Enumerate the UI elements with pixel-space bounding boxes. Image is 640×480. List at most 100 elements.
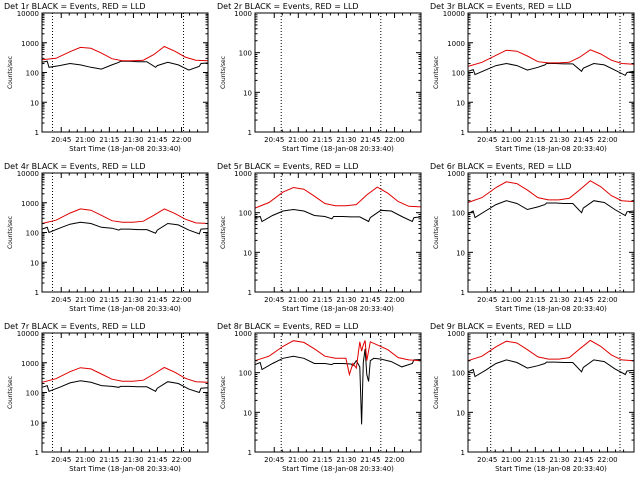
y-axis-label: Counts/sec <box>433 216 440 249</box>
x-tick-label: 22:00 <box>384 296 404 304</box>
x-tick-label: 22:00 <box>171 136 191 144</box>
x-tick-label: 21:15 <box>312 296 332 304</box>
x-axis-label: Start Time (18-Jan-08 20:33:40) <box>495 145 607 153</box>
y-tick-label: 1000 <box>21 360 39 368</box>
series-line-events <box>254 208 422 223</box>
x-axis-label: Start Time (18-Jan-08 20:33:40) <box>495 305 607 313</box>
panel-title: Det 1r BLACK = Events, RED = LLD <box>4 2 146 11</box>
series-line-lld <box>41 366 209 383</box>
y-tick-label: 10 <box>456 409 465 417</box>
x-tick-label: 21:00 <box>501 296 521 304</box>
series-line-events <box>41 380 209 394</box>
y-tick-label: 1 <box>35 289 39 297</box>
panel-det-1: Det 1r BLACK = Events, RED = LLD 1 10 100 10… <box>4 2 209 153</box>
panel-title: Det 7r BLACK = Events, RED = LLD <box>4 322 146 331</box>
plot-frame <box>41 12 209 133</box>
plot-frame <box>254 332 422 453</box>
plot-frame <box>467 12 635 133</box>
panel-det-3: Det 3r BLACK = Events, RED = LLD 1 10 100 10… <box>430 2 635 153</box>
y-tick-label: 10000 <box>17 10 39 18</box>
series-line-events <box>41 221 209 235</box>
y-tick-label: 10000 <box>17 170 39 178</box>
x-tick-label: 21:45 <box>360 136 380 144</box>
series-line-lld <box>467 49 635 67</box>
y-tick-label: 100 <box>26 70 39 78</box>
x-tick-label: 21:15 <box>312 456 332 464</box>
x-tick-label: 21:00 <box>75 136 95 144</box>
y-tick-label: 1000 <box>21 40 39 48</box>
x-tick-label: 21:15 <box>99 136 119 144</box>
x-tick-label: 21:15 <box>525 456 545 464</box>
panel-title: Det 3r BLACK = Events, RED = LLD <box>430 2 572 11</box>
x-tick-label: 21:30 <box>123 136 143 144</box>
series-line-events <box>467 62 635 77</box>
y-tick-label: 1000 <box>234 330 252 338</box>
y-tick-label: 1 <box>35 449 39 457</box>
series-line-events <box>254 348 422 425</box>
series-line-events <box>467 200 635 219</box>
x-tick-label: 21:00 <box>288 456 308 464</box>
x-tick-label: 21:30 <box>336 136 356 144</box>
series-line-lld <box>41 208 209 224</box>
y-tick-label: 10 <box>243 249 252 257</box>
y-tick-label: 10 <box>30 259 39 267</box>
plot-frame <box>41 332 209 453</box>
plot-frame <box>254 12 422 133</box>
y-tick-label: 1000 <box>447 40 465 48</box>
x-tick-label: 22:00 <box>171 296 191 304</box>
y-tick-label: 1000 <box>447 170 465 178</box>
x-tick-label: 21:15 <box>525 296 545 304</box>
y-tick-label: 100 <box>452 70 465 78</box>
panel-det-2: Det 2r BLACK = Events, RED = LLD 1 10 100 10… <box>217 2 422 153</box>
y-tick-label: 1 <box>461 289 465 297</box>
x-tick-label: 21:00 <box>501 456 521 464</box>
x-tick-label: 21:45 <box>573 296 593 304</box>
x-tick-label: 20:45 <box>264 296 284 304</box>
x-tick-label: 20:45 <box>477 456 497 464</box>
x-tick-label: 21:30 <box>123 456 143 464</box>
x-tick-label: 21:15 <box>525 136 545 144</box>
series-line-lld <box>467 339 635 362</box>
y-axis-label: Counts/sec <box>7 216 14 249</box>
panel-det-6: Det 6r BLACK = Events, RED = LLD 1 10 100 10… <box>430 162 635 313</box>
x-tick-label: 21:00 <box>288 296 308 304</box>
y-tick-label: 10000 <box>17 330 39 338</box>
x-tick-label: 21:00 <box>75 456 95 464</box>
series-line-lld <box>467 180 635 203</box>
x-tick-label: 21:30 <box>336 456 356 464</box>
y-tick-label: 1000 <box>234 10 252 18</box>
x-tick-label: 20:45 <box>477 136 497 144</box>
y-tick-label: 100 <box>239 50 252 58</box>
y-tick-label: 100 <box>26 230 39 238</box>
plot-frame <box>467 172 635 293</box>
x-axis-label: Start Time (18-Jan-08 20:33:40) <box>69 305 181 313</box>
y-tick-label: 1000 <box>234 170 252 178</box>
y-tick-label: 1 <box>461 129 465 137</box>
y-tick-label: 100 <box>452 370 465 378</box>
y-tick-label: 10000 <box>443 10 465 18</box>
y-tick-label: 1 <box>248 129 252 137</box>
y-axis-label: Counts/sec <box>433 376 440 409</box>
x-tick-label: 21:15 <box>99 456 119 464</box>
y-axis-label: Counts/sec <box>220 376 227 409</box>
series-line-events <box>467 359 635 378</box>
x-tick-label: 21:45 <box>360 456 380 464</box>
y-tick-label: 100 <box>452 210 465 218</box>
y-tick-label: 100 <box>239 370 252 378</box>
x-tick-label: 20:45 <box>51 136 71 144</box>
y-tick-label: 1 <box>248 449 252 457</box>
panel-det-4: Det 4r BLACK = Events, RED = LLD 1 10 100 10… <box>4 162 209 313</box>
x-tick-label: 21:45 <box>573 456 593 464</box>
x-tick-label: 20:45 <box>477 296 497 304</box>
y-axis-label: Counts/sec <box>7 56 14 89</box>
x-tick-label: 22:00 <box>597 456 617 464</box>
x-tick-label: 21:45 <box>147 296 167 304</box>
y-tick-label: 10 <box>30 99 39 107</box>
panel-title: Det 6r BLACK = Events, RED = LLD <box>430 162 572 171</box>
y-axis-label: Counts/sec <box>220 216 227 249</box>
panel-det-8: Det 8r BLACK = Events, RED = LLD 1 10 100 10… <box>217 322 422 473</box>
panel-title: Det 8r BLACK = Events, RED = LLD <box>217 322 359 331</box>
plot-frame <box>41 172 209 293</box>
plot-frame <box>254 172 422 293</box>
x-tick-label: 21:30 <box>549 296 569 304</box>
